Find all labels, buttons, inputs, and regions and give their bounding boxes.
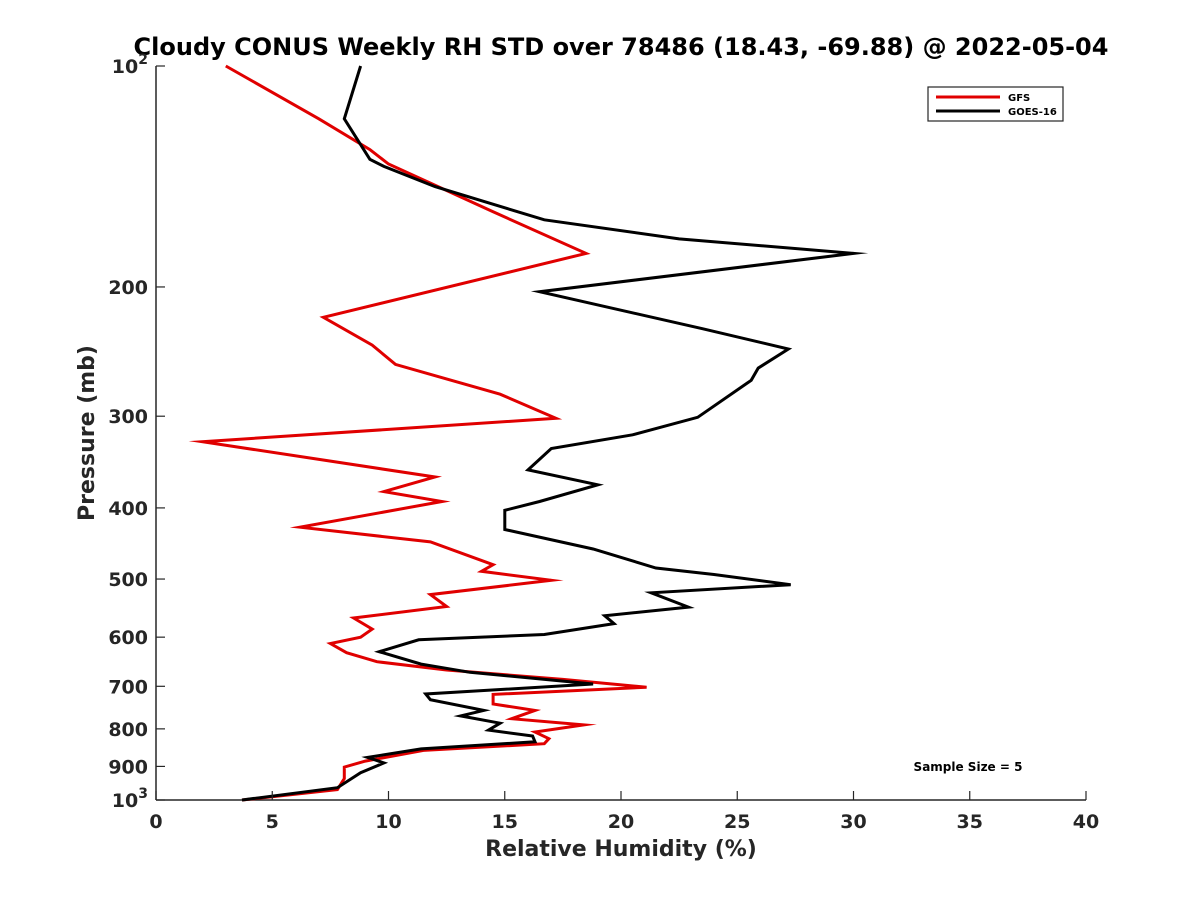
x-tick-label: 10 xyxy=(375,811,401,833)
x-tick-label: 20 xyxy=(608,811,634,833)
chart-title: Cloudy CONUS Weekly RH STD over 78486 (1… xyxy=(134,33,1109,61)
y-tick-label: 700 xyxy=(108,676,148,698)
x-tick-label: 35 xyxy=(957,811,983,833)
legend: GFS GOES-16 xyxy=(927,86,1064,122)
y-tick-label: 103 xyxy=(112,786,148,812)
y-tick-label: 600 xyxy=(108,627,148,649)
x-tick-label: 30 xyxy=(840,811,866,833)
ticks-layer: 0 5 10 15 20 25 30 35 40 102 200 300 400 500 600 700 800… xyxy=(108,52,1099,833)
y-tick-label: 500 xyxy=(108,569,148,591)
x-tick-label: 40 xyxy=(1073,811,1099,833)
y-tick-label: 400 xyxy=(108,498,148,520)
y-tick-label: 300 xyxy=(108,406,148,428)
series-line-goes-16 xyxy=(241,65,869,802)
legend-label: GOES-16 xyxy=(1008,107,1057,118)
x-tick-label: 15 xyxy=(492,811,518,833)
x-tick-label: 0 xyxy=(149,811,162,833)
y-tick-label: 800 xyxy=(108,719,148,741)
y-tick-label: 200 xyxy=(108,277,148,299)
y-tick-label: 102 xyxy=(112,52,148,78)
legend-box xyxy=(927,86,1064,122)
x-tick-label: 5 xyxy=(266,811,279,833)
y-tick-label: 900 xyxy=(108,756,148,778)
x-axis-label: Relative Humidity (%) xyxy=(485,837,757,862)
y-axis-label: Pressure (mb) xyxy=(75,345,100,521)
series-layer xyxy=(188,64,869,802)
sample-size-note: Sample Size = 5 xyxy=(914,760,1023,774)
legend-label: GFS xyxy=(1008,93,1030,104)
series-line-gfs xyxy=(188,64,647,802)
x-tick-label: 25 xyxy=(724,811,750,833)
